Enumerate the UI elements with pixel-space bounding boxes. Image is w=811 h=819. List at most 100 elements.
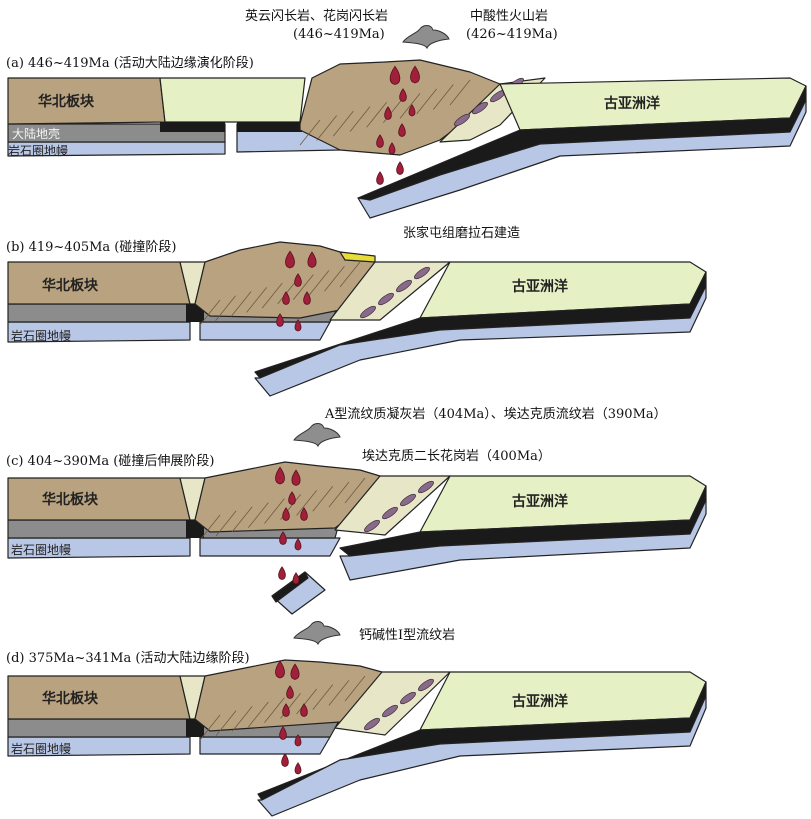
arc-texture-line-b	[199, 299, 221, 326]
subducting-mantle-d	[257, 695, 707, 817]
magma-drop-b	[276, 313, 284, 327]
north-china-block-d	[7, 675, 191, 720]
oceanic-crust-left-a	[160, 122, 225, 132]
panel-b	[7, 241, 707, 397]
arc-texture-line-c	[264, 498, 285, 524]
magma-drop-d	[279, 726, 287, 740]
arc-texture-line-d	[215, 710, 237, 736]
magma-drop-d	[286, 685, 294, 699]
arc-texture-line-d	[231, 706, 253, 732]
magma-drop-b	[307, 251, 317, 268]
arc-texture-line-d	[296, 688, 317, 715]
north-china-block-b	[7, 261, 191, 305]
magma-drop-a	[376, 171, 384, 185]
annotation-a-volcanic: 中酸性火山岩	[470, 9, 549, 24]
subducting-mantle-b	[254, 285, 707, 397]
arc-texture-line-d	[264, 697, 285, 723]
magma-drop-d	[281, 753, 289, 767]
lower-crust-left-b	[7, 303, 191, 323]
stage-label-a: (a) 446~419Ma (活动大陆边缘演化阶段)	[6, 56, 254, 71]
wedge-lens-c	[418, 480, 434, 494]
magma-drop-c	[278, 566, 286, 580]
subducting-mantle-a	[357, 99, 807, 219]
arc-texture-line-d	[312, 684, 334, 710]
arc-texture-line-c	[215, 510, 237, 537]
lower-crust-left-c	[7, 519, 191, 539]
arc-texture-line-a	[366, 101, 387, 128]
ocean-label-a: 古亚洲洋	[604, 96, 660, 112]
arc-texture-line-c	[328, 481, 350, 508]
arc-texture-line-c	[248, 502, 269, 528]
volcanic-plume-icon-c	[293, 423, 341, 448]
arc-texture-line-c	[312, 485, 334, 512]
arc-texture-line-d	[328, 680, 350, 706]
magma-drop-a	[388, 142, 396, 155]
arc-texture-line-b	[261, 282, 283, 309]
magma-drop-d	[294, 762, 302, 775]
arc-texture-line-a	[316, 115, 337, 141]
mantle-label-d: 岩石圈地幔	[11, 742, 72, 756]
annotation-c-granite: 埃达克质二长花岗岩（400Ma）	[362, 449, 551, 464]
wedge-lens-c	[364, 519, 380, 533]
arc-texture-line-c	[344, 477, 366, 504]
subducting-mantle-c	[339, 499, 707, 581]
arc-texture-line-a	[449, 79, 471, 106]
crust-label-a: 大陆地壳	[12, 127, 61, 141]
ocean-label-d: 古亚洲洋	[512, 694, 568, 710]
wedge-lens-b	[414, 266, 430, 280]
volcanic-plume-icon-a	[402, 25, 450, 50]
magma-drop-c	[275, 466, 285, 485]
wedge-lens-a	[454, 113, 470, 127]
magma-drop-b	[294, 319, 302, 332]
arc-texture-line-b	[293, 274, 314, 300]
magma-drop-a	[384, 106, 392, 120]
magma-drop-a	[399, 88, 407, 102]
basin-ocean-a	[159, 77, 306, 123]
annotation-c-tuff: A型流纹质凝灰岩（404Ma）、埃达克质流纹岩（390Ma）	[325, 407, 667, 422]
panel-d	[7, 621, 707, 817]
magma-drop-b	[282, 291, 290, 305]
magma-drop-c	[291, 469, 301, 486]
magma-drop-c	[300, 507, 308, 521]
magma-drop-c	[292, 572, 300, 585]
wedge-lens-c	[382, 506, 398, 520]
arc-texture-line-c	[296, 490, 317, 516]
arc-continent-a	[299, 59, 501, 156]
arc-texture-line-c	[231, 506, 253, 533]
wedge-lens-a	[472, 101, 488, 115]
mantle-label-b: 岩石圈地幔	[11, 329, 72, 343]
arc-texture-line-b	[324, 265, 345, 292]
wedge-lens-d	[400, 691, 416, 705]
arc-texture-line-a	[333, 110, 354, 137]
wedge-lens-c	[400, 493, 416, 507]
ocean-label-b: 古亚洲洋	[512, 279, 568, 295]
mantle-label-a: 岩石圈地幔	[8, 144, 69, 158]
annotation-a-rock-age: (446~419Ma)	[293, 27, 385, 42]
magma-drop-a	[398, 123, 406, 137]
arc-texture-line-b	[215, 295, 236, 322]
suture-crust-b	[186, 304, 204, 322]
magma-drop-d	[290, 663, 300, 680]
arc-texture-line-d	[199, 714, 221, 741]
arc-texture-line-a	[299, 119, 321, 146]
magma-drop-d	[275, 660, 285, 679]
arc-continent-c	[194, 461, 381, 533]
wedge-lens-b	[378, 292, 394, 306]
arc-texture-line-a	[349, 106, 371, 132]
magma-drop-a	[396, 161, 404, 175]
arc-texture-line-a	[416, 88, 437, 115]
annotation-a-rock: 英云闪长岩、花岗闪长岩	[245, 9, 389, 24]
magma-drop-b	[285, 250, 295, 269]
suture-crust-d	[186, 719, 204, 737]
annotation-b-molasse: 张家屯组磨拉石建造	[403, 226, 521, 241]
arc-texture-line-b	[308, 270, 330, 296]
magma-drop-a	[410, 65, 420, 84]
wedge-lens-d	[364, 717, 380, 731]
magma-drop-b	[294, 273, 302, 287]
arc-texture-line-a	[433, 84, 454, 110]
stage-label-d: (d) 375Ma~341Ma (活动大陆边缘阶段)	[6, 651, 250, 666]
magma-drop-b	[303, 291, 311, 305]
wedge-lens-d	[418, 678, 434, 692]
oceanic-crust-mid-a	[237, 122, 302, 132]
